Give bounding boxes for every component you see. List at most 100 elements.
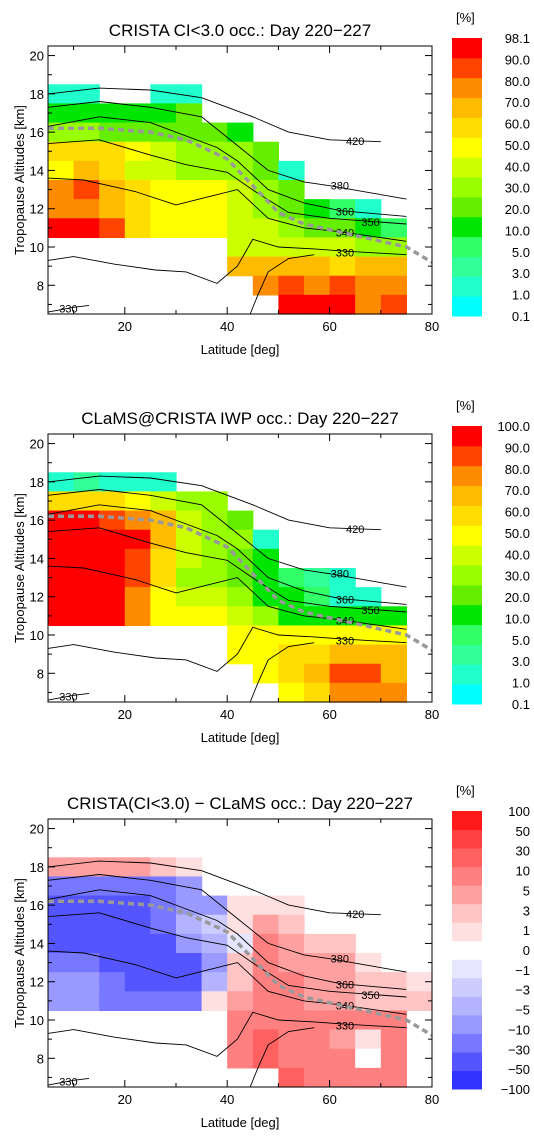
heat-cell [124,199,151,219]
heat-cell [304,199,331,219]
heat-cell [73,510,100,531]
y-tick-label: 8 [37,1051,44,1066]
theta-contour-line [47,692,90,701]
heat-cell [150,568,177,588]
heat-cell [73,548,100,569]
heat-cell [48,529,75,550]
colorbar-swatch [452,525,482,546]
y-axis-label: Tropopause Altitudes [km] [12,105,27,255]
heat-cell [99,568,126,588]
heat-cell [124,103,151,124]
contour-label: 330 [59,691,77,703]
theta-contour-line [47,475,381,531]
contour-label: 330 [336,248,354,260]
heat-cell [201,953,228,973]
colorbar-swatch [452,445,482,467]
colorbar-swatch [452,922,482,942]
heat-cell [355,663,382,684]
heat-cell [150,587,177,607]
heat-cell [278,644,305,665]
theta-contour-line [249,254,315,315]
colorbar-swatch [452,77,482,99]
colorbar-label: 20.0 [505,590,530,605]
heat-cell [355,218,382,239]
heat-cell [252,972,279,992]
heat-cell [73,857,100,878]
y-tick-label: 10 [30,1013,44,1028]
colorbar-swatch [452,811,482,831]
colorbar-swatch [452,1033,482,1053]
contour-label: 360 [336,595,354,607]
heat-cell [99,199,126,219]
plot-frame [47,818,433,1088]
x-tick-label: 20 [118,319,132,334]
x-tick-label: 40 [220,319,234,334]
colorbar-unit: [%] [456,398,475,413]
heat-cell [48,548,75,569]
heat-cell [176,218,203,239]
heat-cell [48,857,75,878]
theta-contour-line [47,1011,407,1057]
heat-cell [48,953,75,973]
heat-cell [201,491,228,512]
heat-cell [201,972,228,992]
contour-label: 420 [346,524,364,536]
heat-cell [48,568,75,588]
heat-cell [124,933,151,954]
heat-cell [73,84,100,105]
heat-cell [176,991,203,1012]
colorbar-swatch [452,57,482,79]
heat-cell [99,972,126,992]
heat-cell [124,606,151,627]
colorbar-label: 20.0 [505,202,530,217]
theta-contour-line [47,304,90,313]
heat-cell [48,472,75,493]
colorbar-swatch [452,903,482,923]
heat-cell [48,933,75,954]
heat-cell [48,103,75,124]
colorbar-swatch [452,1014,482,1034]
chart-title: CRISTA CI<3.0 occ.: Day 220−227 [109,21,371,40]
colorbar-label: 80.0 [505,462,530,477]
heat-cell [73,876,100,897]
contour-label: 380 [331,954,349,966]
heat-cell [73,218,100,239]
y-tick-label: 12 [30,202,44,217]
colorbar-label: 100 [508,804,530,819]
heat-cell [329,294,356,315]
heat-cell [176,568,203,588]
heat-cell [99,991,126,1012]
heat-cell [278,1029,305,1050]
heat-cell [176,529,203,550]
colorbar-swatch [452,157,482,178]
colorbar-label: 60.0 [505,505,530,520]
heat-cell [201,548,228,569]
heat-cell [329,568,356,588]
theta-contour-line [47,87,381,143]
heat-cell [380,275,407,296]
colorbar-swatch [452,866,482,886]
colorbar-label: 0 [523,943,530,958]
theta-contour-line [47,101,407,200]
heat-cell [73,199,100,219]
heat-cell [150,857,177,878]
heat-cell [73,953,100,973]
heat-cell [355,587,382,607]
heat-cell [99,876,126,897]
heat-cell [380,991,407,1012]
colorbar-label: 50 [516,824,530,839]
heat-cell [150,84,177,105]
heat-cell [176,857,203,878]
colorbar-swatch [452,276,482,297]
heat-cell [150,991,177,1012]
heat-cell [73,606,100,627]
heat-cell [329,972,356,992]
heat-cell [252,587,279,607]
colorbar-label: 40.0 [505,547,530,562]
heat-cell [278,1048,305,1069]
heat-cell [73,914,100,935]
heat-cell [355,256,382,277]
heat-cell [380,644,407,665]
heat-cell [201,529,228,550]
